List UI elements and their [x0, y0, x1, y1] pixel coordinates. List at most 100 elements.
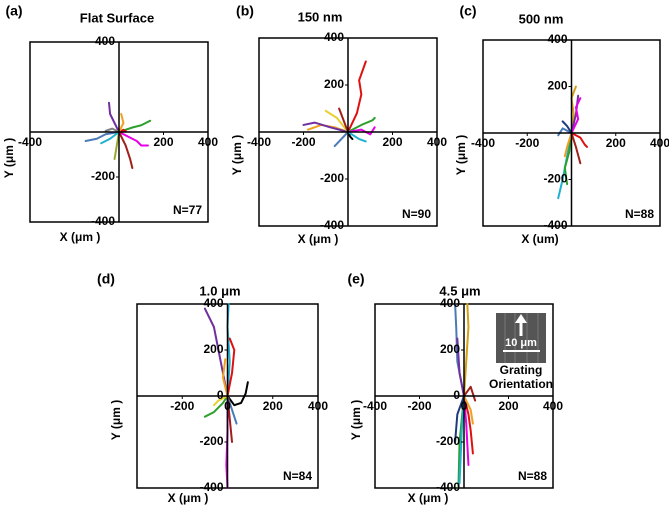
inset-caption: Grating	[500, 363, 543, 377]
x-tick-label: 0	[224, 399, 231, 413]
y-tick-label: -200	[199, 434, 223, 448]
track	[347, 116, 376, 133]
track	[463, 303, 470, 397]
track	[118, 131, 134, 169]
x-axis-label: X (μm )	[60, 230, 101, 244]
y-tick-label: -400	[543, 218, 567, 232]
y-tick-label: -400	[320, 218, 344, 232]
y-tick-label: -400	[91, 214, 115, 228]
track	[570, 132, 582, 165]
track	[118, 131, 149, 147]
panel-title: 500 nm	[519, 11, 564, 26]
panel-title: Flat Surface	[80, 10, 154, 25]
track	[226, 337, 236, 397]
y-tick-label: 400	[547, 32, 567, 46]
scale-label: 10 μm	[505, 337, 537, 349]
sample-count: N=77	[173, 203, 202, 217]
track	[561, 120, 573, 134]
panel-title: 1.0 μm	[199, 283, 240, 298]
y-tick-label: 200	[324, 77, 344, 91]
y-tick-label: 0	[453, 388, 460, 402]
x-tick-label: -200	[291, 135, 315, 149]
panel-title: 4.5 μm	[439, 283, 480, 298]
y-tick-label: 0	[217, 388, 224, 402]
track	[563, 132, 573, 158]
track	[302, 121, 349, 133]
track	[456, 337, 465, 397]
panel-label: (b)	[236, 3, 254, 19]
track	[84, 131, 120, 142]
track	[463, 395, 474, 425]
y-tick-label: 200	[547, 79, 567, 93]
track	[347, 131, 367, 143]
sample-count: N=88	[518, 469, 547, 483]
x-tick-label: -200	[515, 136, 539, 150]
inset-caption: Orientation	[489, 377, 553, 391]
x-tick-label: 200	[263, 399, 283, 413]
x-tick-label: 200	[153, 135, 173, 149]
y-tick-label: 200	[440, 342, 460, 356]
x-tick-label: 0	[461, 399, 468, 413]
track	[226, 395, 238, 425]
x-axis-label: X (μm )	[408, 491, 449, 505]
track	[454, 395, 465, 443]
inset-arrowhead	[515, 314, 527, 323]
y-tick-label: 400	[203, 296, 223, 310]
track	[333, 131, 349, 148]
track	[226, 381, 249, 407]
sample-count: N=88	[625, 207, 654, 221]
x-tick-label: -400	[18, 135, 42, 149]
track	[100, 131, 120, 145]
panel-label: (c)	[459, 3, 476, 19]
x-axis-label: X (μm )	[298, 232, 339, 246]
y-tick-label: -400	[199, 480, 223, 494]
track	[324, 109, 349, 133]
x-tick-label: -400	[247, 135, 271, 149]
y-axis-label: Y (μm )	[2, 138, 16, 178]
y-tick-label: 400	[95, 34, 115, 48]
inset: 10 μm Grating Orientation	[489, 313, 553, 391]
track	[221, 358, 229, 397]
track	[347, 126, 376, 136]
y-tick-label: -200	[91, 169, 115, 183]
x-tick-label: -400	[363, 399, 387, 413]
x-tick-label: 400	[308, 399, 328, 413]
track	[226, 395, 234, 443]
y-tick-label: -200	[436, 434, 460, 448]
y-tick-label: 400	[324, 30, 344, 44]
y-axis-label: Y (μm )	[349, 400, 363, 440]
track	[563, 132, 573, 186]
x-axis-label: X (μm )	[168, 491, 209, 505]
x-tick-label: 400	[427, 135, 447, 149]
y-tick-label: -200	[320, 171, 344, 185]
panel-label: (a)	[5, 3, 22, 19]
y-tick-label: -400	[436, 480, 460, 494]
x-tick-label: 400	[198, 135, 218, 149]
y-axis-label: Y (μm )	[109, 400, 123, 440]
y-axis-label: Y (μm )	[230, 135, 244, 175]
x-tick-label: 400	[650, 136, 669, 150]
panel-title: 150 nm	[298, 9, 343, 24]
panel-label: (e)	[347, 271, 364, 287]
track	[347, 60, 367, 133]
x-tick-label: -200	[407, 399, 431, 413]
track	[104, 127, 120, 133]
track	[570, 132, 588, 148]
x-tick-label: 200	[498, 399, 518, 413]
track	[212, 395, 229, 407]
track	[463, 395, 474, 455]
x-tick-label: -200	[170, 399, 194, 413]
sample-count: N=84	[283, 469, 312, 483]
x-tick-label: 400	[543, 399, 563, 413]
track	[338, 107, 349, 133]
y-tick-label: -200	[543, 172, 567, 186]
track	[118, 113, 125, 133]
x-tick-label: -400	[471, 136, 495, 150]
track	[107, 101, 120, 133]
panel-label: (d)	[97, 271, 115, 287]
track	[203, 395, 229, 418]
y-tick-label: 400	[440, 296, 460, 310]
x-axis-label: X (um)	[521, 232, 558, 246]
